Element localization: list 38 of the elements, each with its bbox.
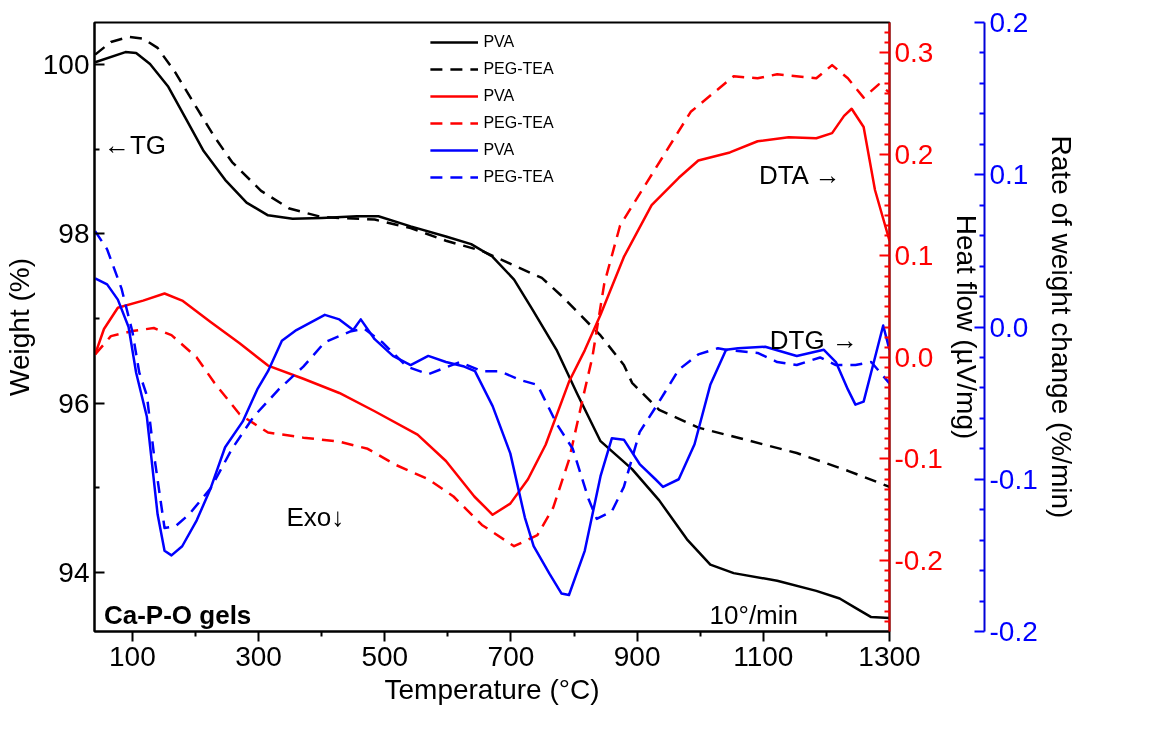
- annotation: Ca-P-O gels: [103, 599, 252, 630]
- y2-tick-label: 0.0: [894, 341, 934, 373]
- annotation: DTA →: [758, 159, 841, 190]
- legend-label: PVA: [483, 32, 515, 52]
- annotation: Exo↓: [286, 502, 345, 533]
- y3-tick-label: -0.2: [989, 616, 1038, 647]
- y3-tick-label: 0.2: [989, 7, 1029, 38]
- x-tick-label: 1300: [858, 640, 921, 672]
- x-axis-title: Temperature (°C): [384, 673, 600, 705]
- y2-tick-label: -0.1: [894, 443, 943, 475]
- y3-axis-title: Rate of weight change (%/min): [1045, 135, 1077, 519]
- x-tick-label: 100: [109, 640, 156, 672]
- y2-tick-label: 0.2: [894, 138, 934, 170]
- y-tick-label: 96: [58, 387, 90, 419]
- y-axis-title: Weight (%): [3, 258, 35, 396]
- legend-label: PEG-TEA: [483, 59, 554, 79]
- y-tick-label: 100: [42, 49, 90, 81]
- y3-tick-label: 0.0: [989, 311, 1029, 343]
- annotation: 10°/min: [709, 599, 799, 630]
- legend-label: PVA: [483, 86, 515, 106]
- x-tick-label: 300: [235, 640, 282, 672]
- x-tick-label: 900: [613, 640, 661, 672]
- y2-axis-title: Heat flow (µV/mg): [950, 214, 982, 440]
- y2-tick-label: -0.2: [894, 544, 943, 576]
- annotation: ←TG: [103, 130, 167, 161]
- legend-label: PEG-TEA: [483, 113, 554, 133]
- y-tick-label: 94: [58, 556, 90, 588]
- annotation: DTG →: [769, 324, 858, 355]
- legend-label: PVA: [483, 140, 515, 160]
- x-tick-label: 1100: [733, 640, 794, 672]
- y-tick-label: 98: [58, 218, 90, 250]
- x-tick-label: 700: [487, 640, 535, 672]
- y3-tick-label: -0.1: [989, 463, 1038, 495]
- y2-tick-label: 0.3: [894, 37, 934, 69]
- y2-tick-label: 0.1: [894, 240, 934, 272]
- y3-tick-label: 0.1: [989, 159, 1029, 191]
- x-tick-label: 500: [361, 640, 409, 672]
- legend-label: PEG-TEA: [483, 167, 554, 187]
